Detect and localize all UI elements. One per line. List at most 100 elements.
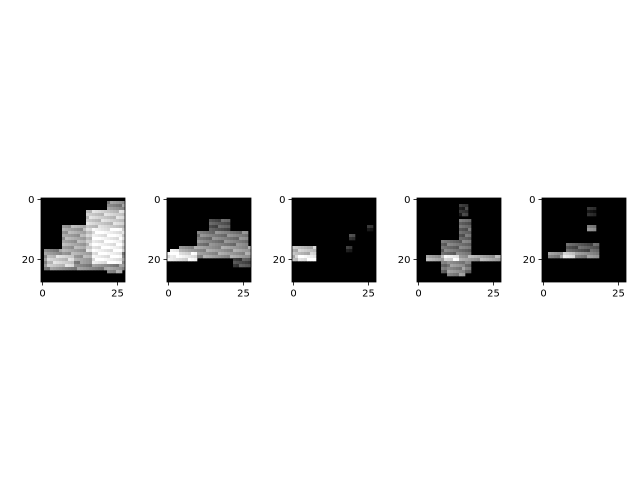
heatmap-cell (86, 267, 90, 271)
heatmap-cell (444, 267, 448, 271)
heatmap-cell (56, 264, 60, 268)
heatmap-cell (462, 213, 466, 217)
heatmap-cell (104, 234, 108, 238)
heatmap-cell (462, 267, 466, 271)
heatmap-cell (95, 246, 99, 250)
heatmap-cell (295, 246, 299, 250)
heatmap-cell (107, 240, 111, 244)
heatmap-cell (62, 246, 66, 250)
heatmap-cell (233, 255, 237, 259)
heatmap-cell (74, 246, 78, 250)
heatmap-cell (116, 225, 120, 229)
heatmap-cell (110, 258, 114, 262)
heatmap-cell (569, 249, 573, 253)
heatmap-cell (465, 255, 469, 259)
heatmap-cell (462, 243, 466, 247)
heatmap-cell (89, 231, 93, 235)
heatmap-cell (569, 246, 573, 250)
heatmap-cell (367, 225, 371, 229)
x-tick-label: 0 (165, 289, 171, 300)
heatmap-cell (230, 246, 234, 250)
heatmap-cell (468, 234, 472, 238)
heatmap-cell (107, 246, 111, 250)
heatmap-cell (62, 249, 66, 253)
heatmap-cell (56, 267, 60, 271)
y-tick-label: 20 (273, 255, 286, 266)
heatmap-cell (68, 228, 72, 232)
heatmap-cell (113, 225, 117, 229)
heatmap-cell (47, 255, 51, 259)
heatmap-cell (83, 258, 87, 262)
heatmap-cell (248, 264, 252, 268)
heatmap-cell (206, 240, 210, 244)
heatmap-cell (242, 234, 246, 238)
heatmap-cell (465, 237, 469, 241)
heatmap-cell (173, 258, 177, 262)
heatmap-cell (459, 249, 463, 253)
heatmap-cells (426, 204, 502, 277)
heatmap-cell (122, 252, 126, 256)
heatmap-cell (92, 252, 96, 256)
heatmap-cell (456, 258, 460, 262)
heatmap-cell (441, 240, 445, 244)
heatmap-cell (212, 228, 216, 232)
heatmap-cell (107, 249, 111, 253)
heatmap-cell (224, 240, 228, 244)
heatmap-cell (554, 252, 558, 256)
heatmap-cell (444, 255, 448, 259)
heatmap-cell (489, 255, 493, 259)
heatmap-cell (242, 240, 246, 244)
heatmap-cell (59, 261, 63, 265)
heatmap-cell (80, 267, 84, 271)
heatmap-cell (212, 255, 216, 259)
heatmap-cell (68, 234, 72, 238)
heatmap-cell (86, 255, 90, 259)
axes-frame (40, 197, 126, 283)
heatmap-cell (236, 258, 240, 262)
heatmap-cell (456, 264, 460, 268)
heatmap-cell (248, 249, 252, 253)
heatmap-cell (593, 207, 597, 211)
heatmap-cell (447, 240, 451, 244)
heatmap-cell (110, 207, 114, 211)
heatmap-cell (581, 252, 585, 256)
heatmap-cell (122, 246, 126, 250)
heatmap-cell (119, 237, 123, 241)
heatmap-cell (110, 225, 114, 229)
heatmap-cell (47, 264, 51, 268)
heatmap-cell (92, 234, 96, 238)
heatmap-cell (465, 219, 469, 223)
heatmap-cell (236, 231, 240, 235)
heatmap-cell (176, 258, 180, 262)
heatmap-cell (92, 249, 96, 253)
heatmap-cell (465, 222, 469, 226)
heatmap-cell (86, 261, 90, 265)
heatmap-cell (429, 255, 433, 259)
heatmap-cell (295, 249, 299, 253)
heatmap-cell (215, 255, 219, 259)
heatmap-cell (218, 240, 222, 244)
heatmap-cell (122, 213, 126, 217)
heatmap-cell (566, 249, 570, 253)
heatmap-cell (447, 267, 451, 271)
heatmap-cell (77, 228, 81, 232)
heatmap-cell (292, 249, 296, 253)
heatmap-cell (77, 258, 81, 262)
heatmap-cell (77, 234, 81, 238)
heatmap-cell (62, 258, 66, 262)
heatmap-cell (101, 228, 105, 232)
heatmap-cell (242, 258, 246, 262)
heatmap-cell (104, 258, 108, 262)
heatmap-cell (456, 243, 460, 247)
heatmap-cell (50, 267, 54, 271)
heatmap-cell (113, 204, 117, 208)
heatmap-cell (593, 210, 597, 214)
heatmap-cell (65, 231, 69, 235)
heatmap-cell (584, 243, 588, 247)
heatmap-cell (83, 267, 87, 271)
heatmap-cell (206, 243, 210, 247)
heatmap-cell (450, 246, 454, 250)
heatmap-cell (227, 225, 231, 229)
heatmap-cell (444, 261, 448, 265)
heatmap-cell (89, 249, 93, 253)
